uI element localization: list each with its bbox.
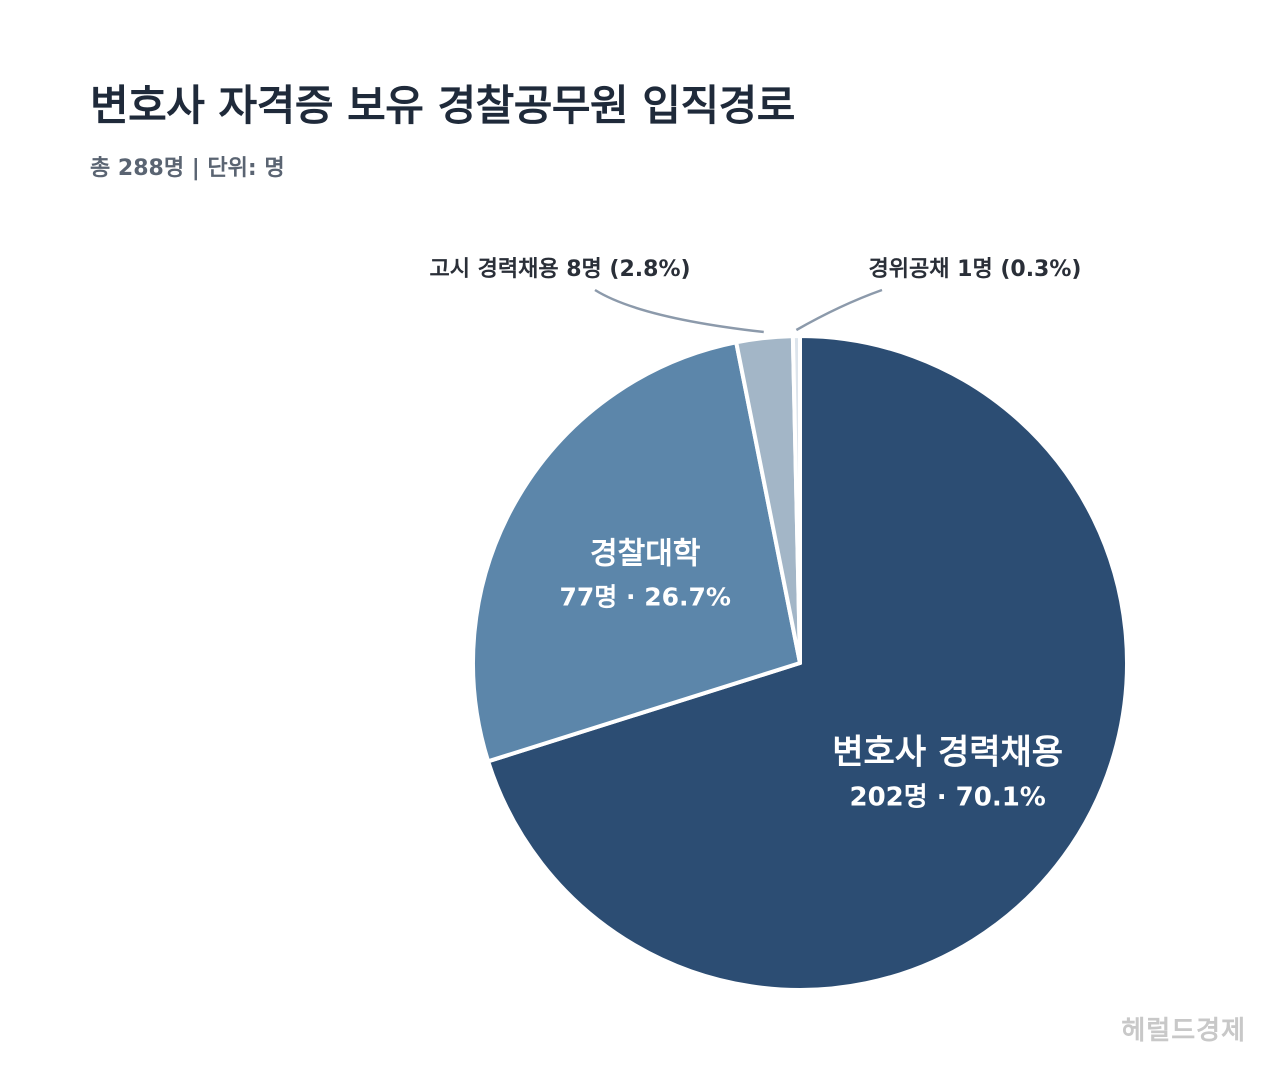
- pie-slice-1: [471, 340, 802, 764]
- slice-label-0: 변호사 경력채용: [832, 732, 1063, 772]
- pie-slice-3: [790, 334, 802, 665]
- callout-label-3: 경위공채 1명 (0.3%): [869, 257, 1082, 282]
- watermark-logo: 헤럴드경제: [1121, 1016, 1246, 1046]
- slice-value-0: 202명 · 70.1%: [849, 782, 1045, 812]
- callout-label-2: 고시 경력채용 8명 (2.8%): [429, 257, 690, 282]
- leader-line-3: [795, 288, 883, 332]
- pie-slice-0: [486, 334, 1129, 992]
- page-title: 변호사 자격증 보유 경찰공무원 입직경로: [90, 81, 795, 130]
- leader-line-2: [594, 288, 764, 334]
- slice-label-1: 경찰대학: [590, 536, 701, 571]
- slice-value-1: 77명 · 26.7%: [560, 582, 731, 611]
- page-subtitle: 총 288명 | 단위: 명: [90, 156, 285, 181]
